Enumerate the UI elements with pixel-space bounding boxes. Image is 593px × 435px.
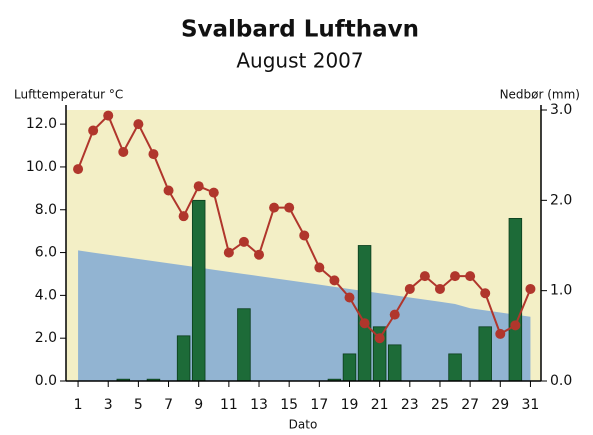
precipitation-bar (508, 217, 523, 382)
x-tick-label: 17 (310, 397, 328, 413)
temperature-marker (404, 283, 415, 294)
x-tick-label: 29 (491, 397, 509, 413)
temperature-marker (163, 185, 174, 196)
x-tick-label: 31 (522, 397, 540, 413)
precipitation-bar (357, 245, 372, 382)
precipitation-bar (478, 326, 492, 382)
y2-tick-label: 1.0 (550, 283, 572, 299)
temperature-marker (510, 320, 521, 331)
temperature-marker (269, 202, 280, 213)
temperature-marker (103, 110, 114, 121)
precipitation-bar (448, 353, 462, 382)
temperature-marker (88, 125, 99, 136)
temperature-marker (299, 230, 310, 241)
temperature-marker (495, 328, 506, 339)
temperature-marker (450, 271, 461, 282)
temperature-marker (208, 187, 219, 198)
y2-axis-label: Nedbør (mm) (500, 88, 580, 102)
precipitation-bar (191, 199, 206, 382)
x-tick-label: 15 (280, 397, 298, 413)
x-tick-label: 1 (74, 397, 83, 413)
x-tick-label: 21 (371, 397, 389, 413)
x-tick-label: 27 (461, 397, 479, 413)
temperature-marker (223, 247, 234, 258)
temperature-marker (314, 262, 325, 273)
temperature-marker (73, 164, 84, 175)
chart-subtitle: August 2007 (236, 49, 363, 73)
temperature-marker (238, 236, 249, 247)
y-tick-label: 4.0 (35, 287, 57, 303)
y2-tick-label: 0.0 (550, 373, 572, 389)
y2-tick-label: 3.0 (550, 102, 572, 118)
x-tick-label: 13 (250, 397, 268, 413)
x-tick-label: 11 (220, 397, 238, 413)
y-tick-label: 12.0 (26, 116, 57, 132)
temperature-marker (133, 119, 144, 130)
y-tick-label: 0.0 (35, 373, 57, 389)
temperature-marker (465, 271, 476, 282)
y2-tick-label: 2.0 (550, 192, 572, 208)
y-tick-label: 6.0 (35, 245, 57, 261)
y-tick-label: 10.0 (26, 159, 57, 175)
temperature-marker (148, 149, 159, 160)
x-tick-label: 23 (401, 397, 419, 413)
temperature-marker (419, 271, 430, 282)
chart-title: Svalbard Lufthavn (181, 17, 419, 43)
x-axis-label: Dato (289, 418, 318, 432)
temperature-marker (359, 318, 370, 329)
temperature-marker (284, 202, 295, 213)
y-axis-label: Lufttemperatur °C (14, 88, 123, 102)
x-tick-label: 9 (194, 397, 203, 413)
precipitation-bar (342, 353, 357, 382)
temperature-marker (193, 181, 204, 192)
normal-temperature-area (78, 250, 531, 381)
temperature-marker (480, 288, 491, 299)
precipitation-bar (237, 308, 251, 382)
x-tick-label: 19 (341, 397, 359, 413)
temperature-marker (329, 275, 340, 286)
precipitation-bar (176, 335, 191, 382)
x-tick-label: 25 (431, 397, 449, 413)
y-tick-label: 2.0 (35, 330, 57, 346)
temperature-marker (525, 283, 536, 294)
temperature-marker (254, 249, 265, 260)
precipitation-bar (387, 344, 402, 382)
temperature-marker (434, 283, 445, 294)
y-tick-label: 8.0 (35, 202, 57, 218)
x-tick-label: 5 (134, 397, 143, 413)
temperature-marker (344, 292, 355, 303)
temperature-marker (118, 146, 129, 157)
temperature-marker (389, 309, 400, 320)
temperature-marker (374, 333, 385, 344)
x-tick-label: 3 (104, 397, 113, 413)
temperature-marker (178, 211, 189, 222)
x-tick-label: 7 (164, 397, 173, 413)
